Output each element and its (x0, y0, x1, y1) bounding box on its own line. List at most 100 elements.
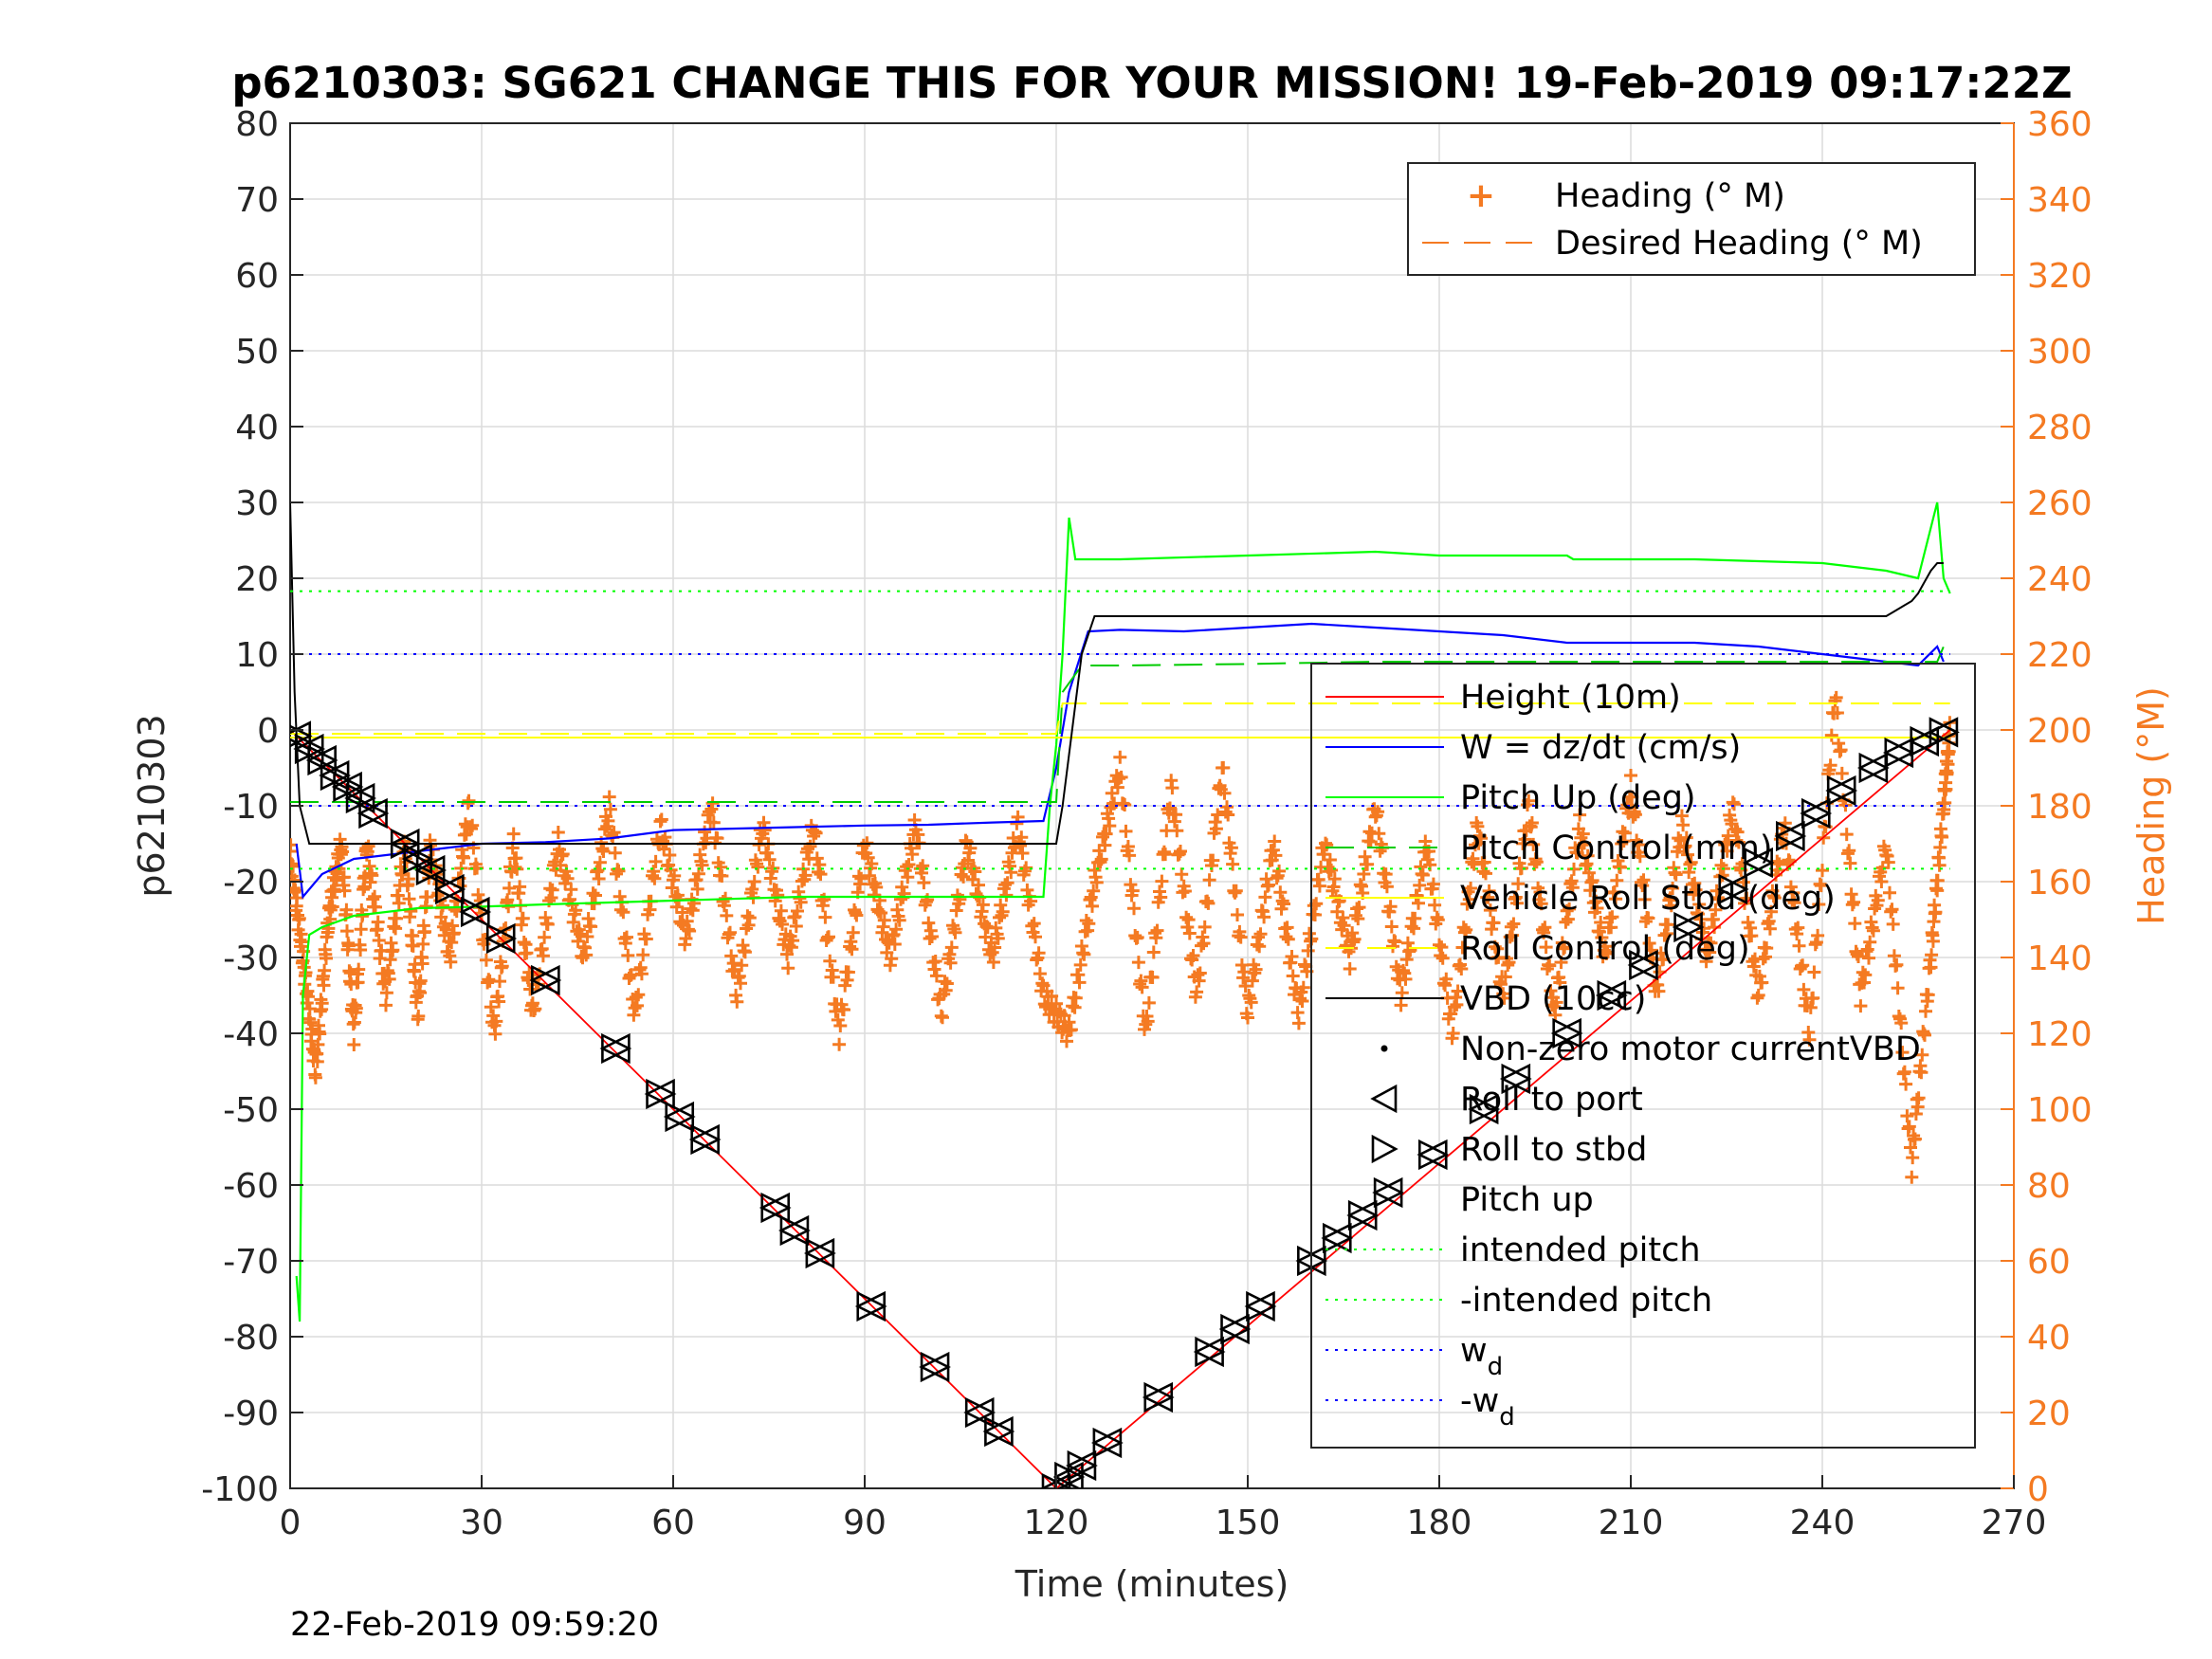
roll-to-port-marker (1856, 752, 1889, 784)
right-tick-label: 180 (2027, 788, 2093, 827)
roll-to-stbd-marker (665, 1101, 696, 1133)
right-tick-label: 280 (2027, 409, 2093, 447)
roll-to-stbd-marker (1552, 1017, 1583, 1049)
left-tick-label: -60 (223, 1167, 279, 1206)
roll-to-stbd-marker (601, 1032, 632, 1065)
roll-to-stbd-marker (1826, 775, 1858, 807)
right-tick-label: 80 (2027, 1167, 2071, 1206)
roll-to-stbd-marker (1092, 1427, 1124, 1459)
legend-label: Pitch up (1460, 1181, 1594, 1219)
roll-to-stbd-marker (1629, 949, 1660, 981)
roll-to-port-marker (759, 1192, 791, 1224)
roll-to-stbd-marker (1067, 1449, 1098, 1482)
x-tick-label: 150 (1216, 1504, 1281, 1542)
roll-to-stbd-marker (1718, 873, 1749, 905)
left-tick-label: -100 (201, 1470, 279, 1509)
right-tick-label: 220 (2027, 636, 2093, 675)
left-tick-label: 30 (235, 484, 279, 523)
roll-to-stbd-marker (1884, 737, 1915, 769)
x-tick-label: 120 (1024, 1504, 1089, 1542)
legend-label: Roll to port (1460, 1081, 1643, 1119)
right-tick-label: 0 (2027, 1470, 2049, 1509)
legend-label: Non-zero motor currentVBD (1460, 1030, 1921, 1068)
left-tick-label: 70 (235, 181, 279, 220)
legend-roll-stbd-swatch (1371, 1134, 1398, 1164)
roll-to-stbd-marker (1910, 725, 1941, 757)
roll-to-stbd-marker (920, 1351, 951, 1383)
left-tick-label: -20 (223, 864, 279, 902)
legend-label: Pitch Control (mm) (1460, 830, 1772, 867)
y-axis-label: p6210303 (131, 714, 173, 897)
x-tick-label: 0 (280, 1504, 302, 1542)
roll-to-stbd-marker (1501, 1063, 1532, 1095)
legend-roll-port-swatch (1370, 1084, 1398, 1114)
x-tick-label: 30 (460, 1504, 503, 1542)
series-line-height-10m- (290, 729, 1951, 1488)
right-tick-label: 260 (2027, 484, 2093, 523)
legend-label: W = dz/dt (cm/s) (1460, 729, 1741, 767)
left-axis: 80 70 60 50 40 30 20 10 0 -10 -20 -30 -40 -50 -60 -70 -8… (201, 105, 303, 1509)
roll-to-stbd-marker (1597, 979, 1628, 1012)
roll-to-stbd-marker (1246, 1290, 1277, 1322)
roll-to-stbd-marker (1673, 911, 1705, 943)
right-tick-label: 100 (2027, 1091, 2093, 1130)
roll-markers (290, 717, 1960, 1488)
legend-heading-marker: + (1467, 176, 1495, 215)
roll-to-stbd-marker (485, 922, 518, 955)
roll-to-stbd-marker (460, 896, 492, 928)
legend-label: Roll to stbd (1460, 1131, 1647, 1169)
legend-label: Vehicle Roll Stbd (deg) (1460, 880, 1836, 918)
x-axis: 0 30 60 90 120 150 180 210 240 270 (280, 1475, 2046, 1542)
y2-axis-label: Heading (°M) (2130, 686, 2172, 925)
x-axis-label: Time (minutes) (1015, 1563, 1289, 1605)
right-tick-label: 320 (2027, 257, 2093, 296)
roll-to-port-marker (1321, 1222, 1352, 1254)
legend-dot-swatch (1380, 1045, 1388, 1052)
roll-to-stbd-marker (415, 854, 448, 886)
left-tick-label: -80 (223, 1319, 279, 1358)
roll-to-stbd-marker (1801, 797, 1833, 830)
left-tick-label: 40 (235, 409, 279, 447)
left-tick-label: 20 (235, 560, 279, 599)
legend-subscript: d (1488, 1353, 1504, 1381)
left-tick-label: -90 (223, 1395, 279, 1433)
roll-to-stbd-marker (358, 797, 390, 830)
left-tick-label: 60 (235, 257, 279, 296)
right-tick-label: 200 (2027, 712, 2093, 751)
roll-to-stbd-marker (1347, 1199, 1380, 1231)
legend-subscript: d (1499, 1403, 1515, 1431)
roll-to-stbd-marker (1744, 847, 1775, 879)
x-tick-label: 180 (1407, 1504, 1472, 1542)
roll-to-port-marker (1346, 1199, 1378, 1231)
right-tick-label: 120 (2027, 1015, 2093, 1054)
legend-label: VBD (10cc) (1460, 980, 1646, 1018)
roll-to-stbd-marker (805, 1237, 836, 1269)
footer-timestamp: 22-Feb-2019 09:59:20 (290, 1606, 659, 1644)
roll-to-stbd-marker (779, 1214, 811, 1247)
series-line-vbd-10cc- (290, 501, 1944, 845)
roll-to-port-marker (1142, 1381, 1174, 1413)
legend-main: Height (10m) W = dz/dt (cm/s) Pitch Up (de… (1310, 663, 1976, 1449)
roll-to-port-marker (1417, 1139, 1448, 1171)
series-lines (290, 501, 1951, 1488)
right-tick-label: 60 (2027, 1243, 2071, 1282)
roll-to-stbd-marker (690, 1123, 722, 1156)
legend-label: Height (10m) (1460, 679, 1681, 717)
roll-to-port-marker (1882, 737, 1914, 769)
x-tick-label: 240 (1790, 1504, 1856, 1542)
roll-to-port-marker (644, 1078, 675, 1110)
legend-label: Pitch Up (deg) (1460, 779, 1696, 817)
roll-to-stbd-marker (531, 964, 562, 996)
right-tick-label: 360 (2027, 105, 2093, 144)
right-axis: 3603403203002802602402202001801601401201… (2001, 105, 2093, 1509)
left-tick-label: -50 (223, 1091, 279, 1130)
legend-label: -intended pitch (1460, 1282, 1712, 1320)
roll-to-stbd-marker (1469, 1093, 1501, 1125)
legend-label: wd (1460, 1332, 1503, 1381)
left-tick-label: 10 (235, 636, 279, 675)
legend-desired-heading-label: Desired Heading (° M) (1555, 225, 1923, 263)
roll-to-stbd-marker (984, 1415, 1015, 1448)
left-tick-label: 80 (235, 105, 279, 144)
roll-to-port-marker (1372, 1176, 1403, 1209)
roll-to-stbd-marker (760, 1192, 792, 1224)
